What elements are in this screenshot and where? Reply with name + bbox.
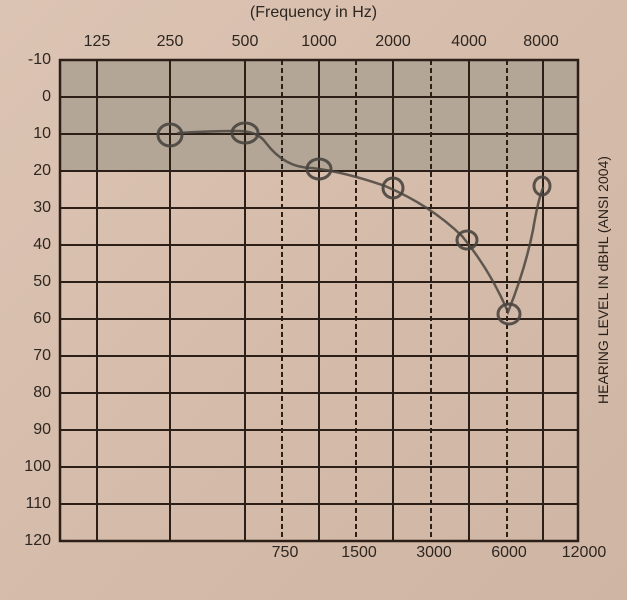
y-tick: 60 bbox=[33, 310, 51, 327]
x-tick-2000: 2000 bbox=[375, 33, 411, 50]
x-tick-500: 500 bbox=[231, 33, 259, 50]
x-tick-1000: 1000 bbox=[301, 33, 337, 50]
marker-6000 bbox=[496, 302, 522, 326]
x-tick-125: 125 bbox=[83, 33, 111, 50]
x-tick-1500: 1500 bbox=[341, 544, 377, 561]
x-tick-6000: 6000 bbox=[491, 544, 527, 561]
y-tick: 70 bbox=[33, 347, 51, 364]
y-tick: -10 bbox=[27, 51, 51, 68]
x-tick-8000: 8000 bbox=[523, 33, 559, 50]
marker-250 bbox=[156, 122, 184, 148]
y-tick: 120 bbox=[24, 532, 51, 549]
y-tick: 50 bbox=[33, 273, 51, 290]
plot-border bbox=[58, 58, 580, 543]
x-tick-750: 750 bbox=[271, 544, 299, 561]
y-tick: 20 bbox=[33, 162, 51, 179]
y-tick: 30 bbox=[33, 199, 51, 216]
series-line bbox=[176, 129, 545, 316]
x-tick-3000: 3000 bbox=[416, 544, 452, 561]
marker-500 bbox=[230, 121, 260, 145]
y-tick: 0 bbox=[42, 88, 51, 105]
chart-title: (Frequency in Hz) bbox=[249, 4, 378, 21]
marker-1000 bbox=[305, 157, 333, 181]
dashed-gridlines bbox=[281, 60, 508, 541]
marker-8000 bbox=[532, 175, 552, 197]
y-tick: 90 bbox=[33, 421, 51, 438]
y-tick: 110 bbox=[25, 495, 51, 512]
y-tick: 10 bbox=[33, 125, 51, 142]
x-tick-12000: 12000 bbox=[561, 544, 607, 561]
y-tick: 100 bbox=[24, 458, 51, 475]
y-tick: 40 bbox=[33, 236, 51, 253]
vertical-gridlines bbox=[96, 60, 544, 541]
y-tick: 80 bbox=[33, 384, 51, 401]
marker-4000 bbox=[455, 229, 479, 251]
series-markers bbox=[156, 121, 552, 326]
x-tick-4000: 4000 bbox=[451, 33, 487, 50]
marker-2000 bbox=[381, 176, 405, 200]
x-tick-250: 250 bbox=[156, 33, 184, 50]
